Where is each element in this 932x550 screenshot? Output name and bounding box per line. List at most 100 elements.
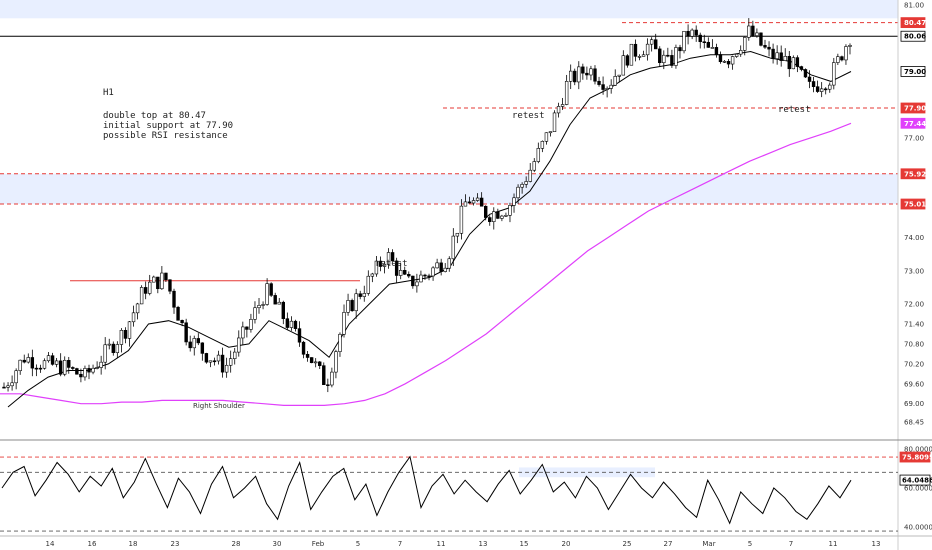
candle-body xyxy=(22,359,26,363)
candle-body xyxy=(435,262,439,269)
candle-body xyxy=(289,320,294,328)
candle-body xyxy=(281,301,286,319)
annotations: retest retest retest Right Shoulder xyxy=(193,105,811,410)
candle-body xyxy=(382,264,387,267)
candle-body xyxy=(378,260,383,267)
candle-body xyxy=(492,211,496,222)
candle-body xyxy=(799,66,804,70)
price-badge-bg xyxy=(900,168,926,180)
candle-body xyxy=(148,281,152,294)
candle-body xyxy=(334,351,338,373)
candle-body xyxy=(95,367,99,369)
candle xyxy=(459,199,464,240)
time-tick-label: Feb xyxy=(312,540,325,548)
price-axis[interactable]: 81.00 79.00 77.00 74.00 73.00 72.00 71.40 70.80… xyxy=(897,0,924,550)
candle-body xyxy=(528,169,532,182)
candle xyxy=(512,193,516,213)
candle-body xyxy=(261,304,265,306)
long-ma-line xyxy=(0,122,852,406)
candle xyxy=(589,65,593,81)
candle-body xyxy=(824,88,828,91)
candle-body xyxy=(625,55,630,66)
time-tick-label: 13 xyxy=(479,540,488,548)
price-tick-label: 72.00 xyxy=(904,301,924,309)
highlight-zones xyxy=(0,0,898,478)
candle-body xyxy=(734,53,739,57)
candle xyxy=(390,249,395,262)
candle-body xyxy=(269,283,273,296)
candle-body xyxy=(751,25,755,36)
candle-body xyxy=(427,275,431,278)
candle xyxy=(34,364,39,377)
time-tick-label: 30 xyxy=(273,540,282,548)
candle-body xyxy=(386,252,391,265)
candle-body xyxy=(552,112,557,132)
price-badges: 80.47 80.06 79.00 77.90 77.44 75.92 75.01 xyxy=(900,17,926,210)
candle-body xyxy=(840,56,844,61)
candle-body xyxy=(111,343,115,353)
candle xyxy=(172,288,176,314)
candle-body xyxy=(350,300,354,312)
candle-body xyxy=(423,274,427,277)
price-tick-label: 73.00 xyxy=(904,267,924,275)
candle xyxy=(795,55,800,73)
candle xyxy=(463,194,468,207)
candle-body xyxy=(30,357,35,369)
candle-body xyxy=(176,306,180,321)
candle-body xyxy=(297,328,302,343)
candle-body xyxy=(483,205,488,218)
annotation-label: retest xyxy=(778,105,811,115)
candle-body xyxy=(127,321,132,339)
candle xyxy=(819,82,824,98)
candle-body xyxy=(654,39,658,50)
time-tick-label: 27 xyxy=(664,540,673,548)
candle-body xyxy=(597,80,601,85)
candle xyxy=(160,266,164,290)
candle xyxy=(803,68,808,78)
candle-body xyxy=(726,61,731,65)
candle xyxy=(6,382,10,392)
candle xyxy=(601,76,605,95)
candle xyxy=(564,74,569,106)
time-tick-label: 16 xyxy=(88,540,97,548)
candle-body xyxy=(836,56,840,63)
candle xyxy=(840,55,844,62)
time-tick-label: 11 xyxy=(437,540,446,548)
candle-body xyxy=(245,326,249,330)
candle xyxy=(479,192,484,207)
candle xyxy=(293,319,298,332)
candle xyxy=(682,31,686,54)
time-tick-label: 5 xyxy=(356,540,360,548)
candle-body xyxy=(99,361,103,368)
time-axis[interactable]: 14 16 18 23 28 30 Feb 5 7 11 13 15 20 25 27 Mar 5 7 11 13 xyxy=(0,535,932,548)
candle xyxy=(326,378,330,393)
candle-body xyxy=(459,205,464,234)
candle xyxy=(747,18,751,41)
candle-body xyxy=(58,360,63,375)
candle xyxy=(593,65,597,85)
candle-body xyxy=(253,307,257,320)
candle xyxy=(398,262,403,280)
candle xyxy=(83,365,87,381)
candle xyxy=(99,355,103,375)
candle xyxy=(127,321,132,347)
rsi-badge: 75.8095 xyxy=(899,451,932,463)
candle xyxy=(95,361,99,370)
price-badge-label: 80.06 xyxy=(904,33,926,41)
candle-body xyxy=(815,86,820,92)
candle xyxy=(269,282,273,298)
candle-body xyxy=(143,287,148,294)
candle-body xyxy=(366,275,371,294)
candle-body xyxy=(411,275,415,287)
candle xyxy=(212,357,217,366)
candle xyxy=(233,347,237,365)
candle-body xyxy=(508,205,512,216)
candle xyxy=(228,350,233,373)
candle xyxy=(516,184,520,204)
rsi-tick-label: 40.0000 xyxy=(904,524,932,532)
annotation-label: retest xyxy=(512,111,545,121)
candle-body xyxy=(83,368,87,378)
candle xyxy=(633,39,638,62)
candle-body xyxy=(322,365,326,386)
